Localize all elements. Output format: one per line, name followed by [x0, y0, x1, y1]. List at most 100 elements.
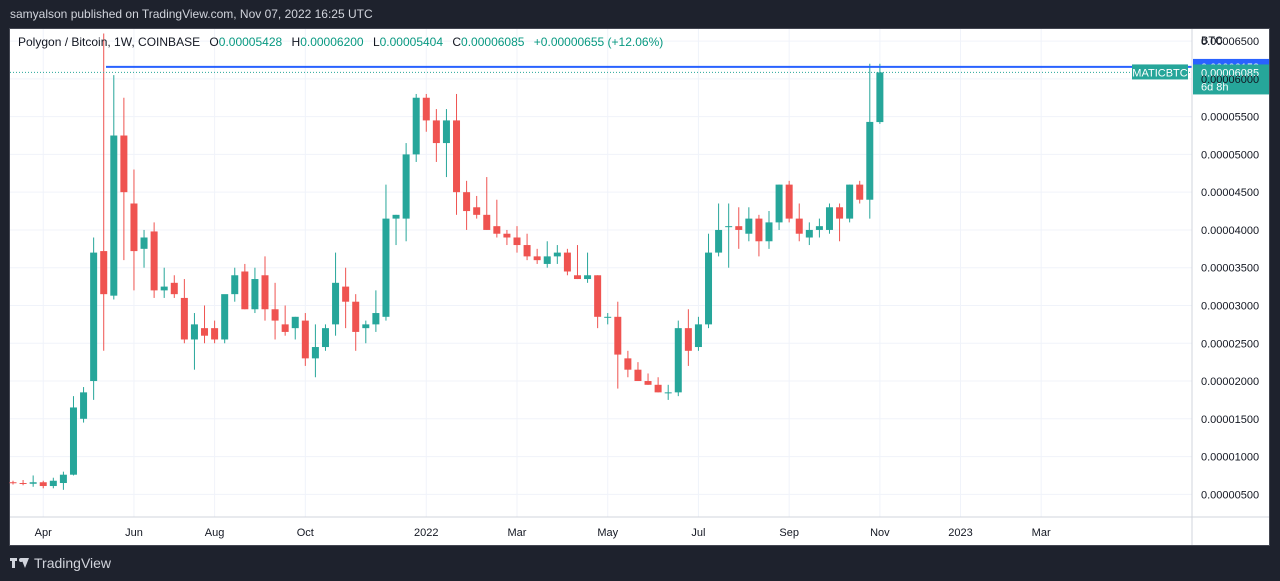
- candle-body: [402, 154, 410, 219]
- candle: [463, 180, 471, 230]
- candle-body: [755, 218, 763, 242]
- candle: [856, 180, 864, 204]
- candle-body: [332, 282, 340, 325]
- tradingview-brand[interactable]: TradingView: [10, 555, 111, 571]
- candle-body: [29, 482, 37, 484]
- candle: [614, 301, 622, 389]
- candle-body: [815, 226, 823, 230]
- candle: [422, 93, 430, 132]
- candle: [342, 267, 350, 329]
- y-tick-label: 0.00005000: [1201, 149, 1259, 161]
- candle-body: [140, 237, 148, 249]
- candle: [725, 203, 733, 268]
- candle: [836, 203, 844, 242]
- candle-body: [674, 328, 682, 393]
- candle-body: [795, 218, 803, 234]
- symbol-description: Polygon / Bitcoin, 1W, COINBASE: [18, 35, 201, 49]
- x-tick-label: 2023: [948, 527, 972, 539]
- candle-body: [705, 252, 713, 325]
- candle-body: [201, 328, 209, 336]
- candle-body: [342, 286, 350, 302]
- candle-body: [876, 72, 884, 123]
- chart-frame[interactable]: [9, 28, 1270, 546]
- candle-body: [271, 309, 279, 321]
- candle: [90, 237, 98, 400]
- candle-body: [362, 324, 370, 329]
- candle-body: [251, 279, 259, 310]
- candle: [281, 305, 289, 336]
- candle-body: [715, 229, 723, 253]
- candle: [412, 93, 420, 162]
- candle: [594, 275, 602, 329]
- tradingview-logo-icon: [10, 556, 29, 570]
- candle: [533, 248, 541, 264]
- y-tick-label: 0.00003000: [1201, 300, 1259, 312]
- candle: [231, 267, 239, 302]
- candle: [604, 313, 612, 325]
- candle-body: [634, 369, 642, 382]
- candle-body: [412, 97, 420, 155]
- candle: [372, 290, 380, 332]
- high-value: 0.00006200: [300, 35, 364, 49]
- candle: [493, 199, 501, 238]
- x-tick-label: 2022: [414, 527, 438, 539]
- candle: [120, 97, 128, 261]
- chart-grid: [10, 29, 1192, 517]
- candle: [674, 320, 682, 397]
- symbol-tag: [1132, 64, 1188, 80]
- candle: [301, 313, 309, 366]
- candle: [563, 248, 571, 276]
- candle-body: [604, 316, 612, 318]
- candle: [543, 241, 551, 268]
- y-tick-label: 0.00006000: [1201, 74, 1259, 86]
- candle-body: [785, 184, 793, 219]
- candle: [745, 207, 753, 242]
- candle: [846, 184, 854, 223]
- candle-body: [241, 271, 249, 310]
- candle: [110, 75, 118, 300]
- y-tick-label: 0.00002000: [1201, 376, 1259, 388]
- candle: [160, 267, 168, 298]
- candle: [715, 203, 723, 257]
- candle: [362, 320, 370, 344]
- candle-body: [19, 483, 27, 485]
- candle: [352, 294, 360, 351]
- candle-body: [836, 207, 844, 219]
- candle-body: [775, 184, 783, 223]
- candle-body: [453, 120, 461, 193]
- bar-countdown: 6d 8h: [1201, 81, 1229, 93]
- candle: [654, 377, 662, 393]
- candle: [69, 396, 77, 476]
- x-tick-label: Mar: [1032, 527, 1051, 539]
- candle-body: [90, 252, 98, 382]
- y-tick-label: 0.00004500: [1201, 187, 1259, 199]
- candle: [291, 316, 299, 340]
- candle-body: [442, 120, 450, 144]
- high-label: H: [291, 35, 301, 49]
- candle-body: [190, 324, 198, 340]
- candle-body: [856, 184, 864, 200]
- candle-body: [59, 474, 67, 484]
- candle: [311, 324, 319, 378]
- candle-body: [483, 214, 491, 230]
- candle: [140, 229, 148, 268]
- candle: [49, 477, 57, 489]
- candle: [805, 222, 813, 246]
- candle: [180, 279, 188, 344]
- candle: [80, 387, 88, 423]
- candle-body: [110, 135, 118, 296]
- x-tick-label: Jun: [125, 527, 143, 539]
- candle: [221, 294, 229, 344]
- candle-body: [735, 226, 743, 230]
- candle: [130, 169, 138, 291]
- close-label: C: [452, 35, 462, 49]
- candle-body: [654, 384, 662, 393]
- candle-body: [614, 316, 622, 355]
- symbol-tag-label: MATICBTC: [1132, 67, 1187, 79]
- candle: [19, 479, 27, 486]
- candle: [684, 309, 692, 366]
- change-value: +0.00000655 (+12.06%): [533, 35, 664, 49]
- open-value: 0.00005428: [218, 35, 283, 49]
- candle-body: [291, 316, 299, 329]
